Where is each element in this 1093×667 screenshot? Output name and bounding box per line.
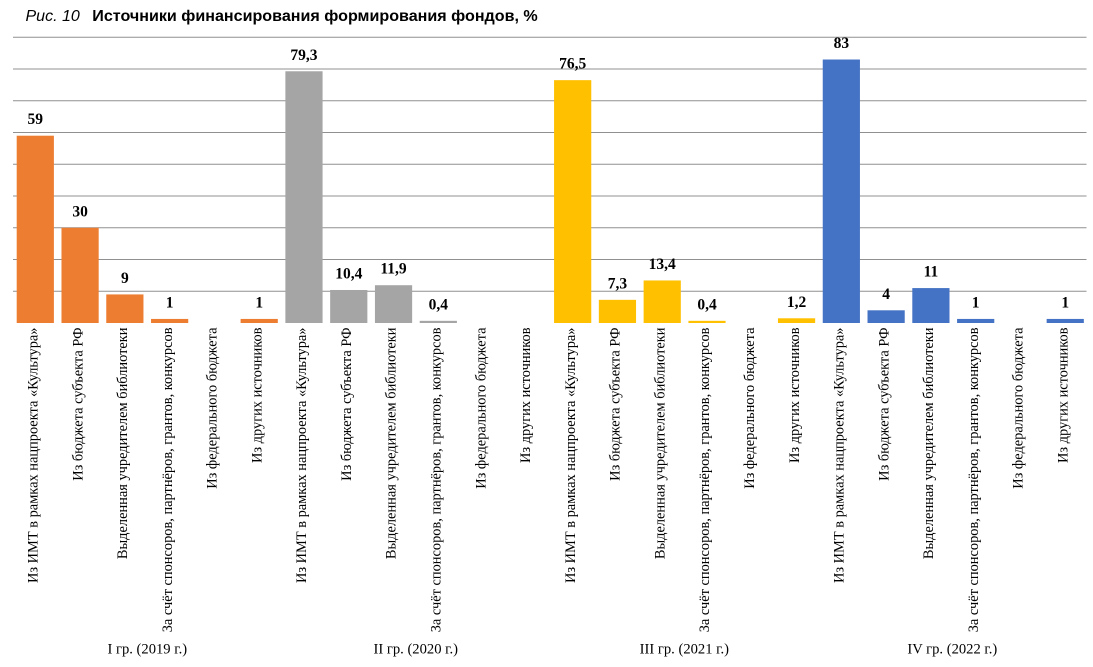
svg-text:Из бюджета субъекта РФ: Из бюджета субъекта РФ bbox=[608, 328, 624, 481]
svg-text:10,4: 10,4 bbox=[335, 265, 362, 282]
svg-text:IV гр. (2022 г.): IV гр. (2022 г.) bbox=[907, 642, 997, 658]
svg-text:Из бюджета субъекта РФ: Из бюджета субъекта РФ bbox=[70, 328, 86, 481]
svg-text:59: 59 bbox=[28, 111, 44, 128]
svg-text:Из федерального бюджета: Из федерального бюджета bbox=[205, 327, 221, 489]
svg-text:I гр. (2019 г.): I гр. (2019 г.) bbox=[107, 642, 187, 658]
svg-text:7,3: 7,3 bbox=[608, 275, 628, 292]
svg-text:За счёт спонсоров, партнёров,: За счёт спонсоров, партнёров, грантов, к… bbox=[697, 327, 713, 632]
svg-text:83: 83 bbox=[834, 35, 850, 52]
svg-text:Из бюджета субъекта РФ: Из бюджета субъекта РФ bbox=[876, 328, 892, 481]
svg-text:1: 1 bbox=[255, 294, 263, 311]
svg-text:Выделенная учредителем библиот: Выделенная учредителем библиотеки bbox=[115, 327, 131, 559]
svg-text:79,3: 79,3 bbox=[290, 47, 317, 64]
svg-text:4: 4 bbox=[882, 286, 890, 303]
svg-text:1: 1 bbox=[1061, 294, 1069, 311]
svg-text:За счёт спонсоров, партнёров,: За счёт спонсоров, партнёров, грантов, к… bbox=[429, 327, 445, 632]
svg-text:Из федерального бюджета: Из федерального бюджета bbox=[742, 327, 758, 489]
svg-text:Из ИМТ в рамках нацпроекта «Ку: Из ИМТ в рамках нацпроекта «Культура» bbox=[294, 328, 310, 584]
svg-text:13,4: 13,4 bbox=[649, 256, 676, 273]
svg-text:Выделенная учредителем библиот: Выделенная учредителем библиотеки bbox=[384, 327, 400, 559]
svg-text:Из ИМТ в рамках нацпроекта «Ку: Из ИМТ в рамках нацпроекта «Культура» bbox=[832, 328, 848, 584]
svg-text:Выделенная учредителем библиот: Выделенная учредителем библиотеки bbox=[921, 327, 937, 559]
svg-text:1: 1 bbox=[972, 294, 980, 311]
svg-text:II гр. (2020 г.): II гр. (2020 г.) bbox=[374, 642, 459, 658]
svg-text:Выделенная учредителем библиот: Выделенная учредителем библиотеки bbox=[652, 327, 668, 559]
svg-text:Из других источников: Из других источников bbox=[1055, 327, 1071, 463]
svg-text:III гр. (2021 г.): III гр. (2021 г.) bbox=[640, 642, 729, 658]
svg-text:Из других источников: Из других источников bbox=[787, 327, 803, 463]
svg-text:11: 11 bbox=[924, 264, 939, 281]
svg-text:Из федерального бюджета: Из федерального бюджета bbox=[473, 327, 489, 489]
svg-text:11,9: 11,9 bbox=[380, 261, 407, 278]
svg-text:Из других источников: Из других источников bbox=[518, 327, 534, 463]
svg-text:1,2: 1,2 bbox=[787, 294, 807, 311]
svg-text:Из федерального бюджета: Из федерального бюджета bbox=[1011, 327, 1027, 489]
svg-text:Из бюджета субъекта РФ: Из бюджета субъекта РФ bbox=[339, 328, 355, 481]
svg-text:0,4: 0,4 bbox=[697, 296, 717, 313]
svg-text:Из других источников: Из других источников bbox=[249, 327, 265, 463]
svg-text:За счёт спонсоров, партнёров,: За счёт спонсоров, партнёров, грантов, к… bbox=[966, 327, 982, 632]
svg-text:За счёт спонсоров, партнёров,: За счёт спонсоров, партнёров, грантов, к… bbox=[160, 327, 176, 632]
svg-text:76,5: 76,5 bbox=[559, 56, 586, 73]
svg-text:30: 30 bbox=[72, 203, 88, 220]
svg-text:1: 1 bbox=[166, 294, 174, 311]
svg-text:0,4: 0,4 bbox=[429, 296, 449, 313]
svg-text:Из ИМТ в рамках нацпроекта «Ку: Из ИМТ в рамках нацпроекта «Культура» bbox=[563, 328, 579, 584]
svg-text:Из ИМТ в рамках нацпроекта «Ку: Из ИМТ в рамках нацпроекта «Культура» bbox=[26, 328, 42, 584]
svg-text:9: 9 bbox=[121, 270, 129, 287]
